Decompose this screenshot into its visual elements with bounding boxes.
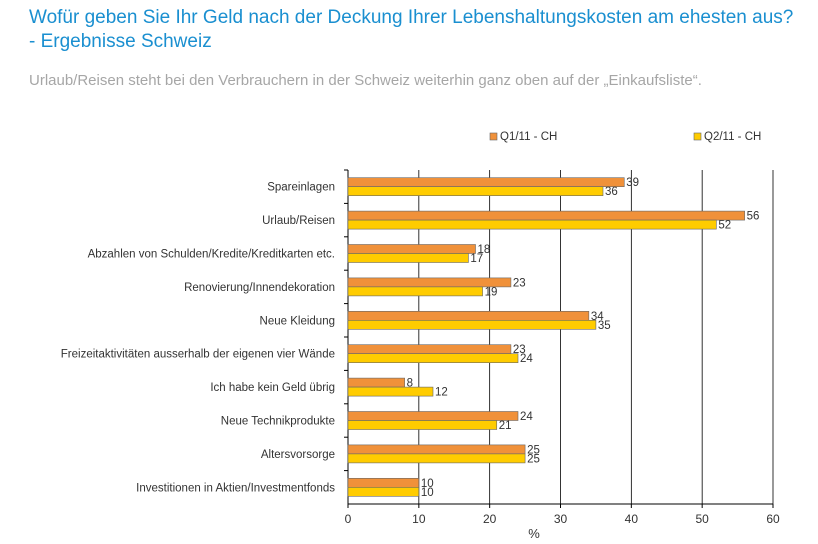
category-label: Investitionen in Aktien/Investmentfonds [136, 482, 335, 494]
bar [347, 477, 420, 488]
bar [347, 210, 745, 221]
legend-label: Q1/11 - CH [500, 131, 557, 143]
bar [347, 444, 526, 455]
page-title: Wofür geben Sie Ihr Geld nach der Deckun… [29, 7, 794, 52]
data-label: 25 [527, 444, 540, 456]
bar [347, 310, 590, 321]
bar [347, 186, 604, 196]
x-tick-label: 10 [412, 512, 426, 526]
data-label: 10 [421, 478, 434, 490]
category-label: Freizeitaktivitäten ausserhalb der eigen… [61, 349, 335, 361]
x-tick-label: 0 [345, 512, 352, 526]
bar [347, 411, 519, 421]
category-label: Neue Kleidung [260, 315, 335, 327]
bar [347, 377, 405, 388]
data-label: 52 [718, 220, 731, 232]
bar [347, 386, 434, 397]
page-subtitle: Urlaub/Reisen steht bei den Verbrauchern… [29, 72, 702, 89]
bar [347, 286, 483, 297]
data-label: 17 [470, 253, 483, 265]
x-tick-label: 40 [625, 512, 639, 526]
category-label: Abzahlen von Schulden/Kredite/Kreditkart… [88, 249, 335, 261]
x-tick-label: 20 [483, 512, 497, 526]
bar [347, 219, 717, 230]
data-label: 10 [421, 487, 434, 499]
data-label: 8 [407, 378, 413, 390]
data-label: 25 [527, 453, 540, 465]
legend-label: Q2/11 - CH [704, 131, 761, 143]
data-label: 23 [513, 344, 526, 356]
bar [347, 344, 512, 355]
data-label: 24 [520, 411, 533, 423]
category-label: Neue Technikprodukte [221, 416, 335, 428]
data-label: 35 [598, 320, 611, 332]
legend-swatch [693, 132, 702, 141]
category-label: Ich habe kein Geld übrig [210, 382, 335, 394]
category-label: Urlaub/Reisen [262, 215, 335, 227]
data-label: 19 [485, 286, 498, 298]
category-label: Altersvorsorge [261, 449, 335, 461]
data-label: 39 [626, 177, 639, 189]
bar [347, 453, 526, 464]
x-tick-label: 50 [695, 512, 709, 526]
legend-swatch [489, 132, 498, 141]
category-label: Renovierung/Innendekoration [184, 282, 335, 294]
bar [347, 253, 469, 263]
category-label: Spareinlagen [267, 182, 335, 194]
x-tick-label: 60 [766, 512, 780, 526]
bar [347, 244, 476, 254]
bar [347, 177, 625, 187]
data-label: 23 [513, 277, 526, 289]
data-label: 36 [605, 186, 618, 198]
x-tick-label: 30 [554, 512, 568, 526]
data-label: 12 [435, 387, 448, 399]
bar [347, 319, 597, 330]
data-label: 18 [478, 244, 491, 256]
data-label: 56 [747, 211, 760, 223]
data-label: 24 [520, 353, 533, 365]
x-axis-label: % [528, 526, 540, 541]
data-label: 21 [499, 420, 512, 432]
data-label: 34 [591, 311, 604, 323]
bar [347, 353, 519, 364]
bar [347, 486, 420, 497]
bar [347, 420, 498, 430]
